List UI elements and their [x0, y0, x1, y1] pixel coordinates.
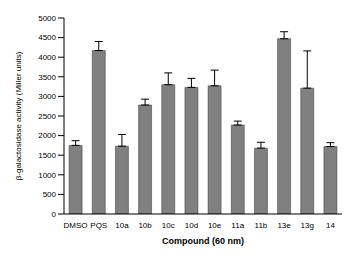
svg-text:11a: 11a — [231, 221, 244, 230]
svg-text:Compound (60 nm): Compound (60 nm) — [162, 236, 244, 246]
svg-text:1000: 1000 — [38, 171, 56, 180]
svg-text:3500: 3500 — [38, 73, 56, 82]
svg-text:14: 14 — [326, 221, 335, 230]
svg-text:2000: 2000 — [38, 131, 56, 140]
svg-text:0: 0 — [52, 210, 57, 219]
svg-text:4000: 4000 — [38, 53, 56, 62]
svg-text:3000: 3000 — [38, 92, 56, 101]
svg-text:1500: 1500 — [38, 151, 56, 160]
svg-text:13g: 13g — [301, 221, 314, 230]
svg-text:β-galactosidase activity (Mill: β-galactosidase activity (Miller units) — [14, 51, 23, 180]
svg-text:11b: 11b — [255, 221, 268, 230]
svg-text:4500: 4500 — [38, 33, 56, 42]
svg-text:2500: 2500 — [38, 112, 56, 121]
svg-text:PQS: PQS — [90, 221, 107, 230]
svg-text:10e: 10e — [208, 221, 222, 230]
svg-text:10d: 10d — [185, 221, 198, 230]
svg-text:10b: 10b — [138, 221, 152, 230]
svg-text:5000: 5000 — [38, 14, 56, 23]
svg-text:10c: 10c — [162, 221, 175, 230]
svg-text:500: 500 — [43, 190, 57, 199]
svg-text:10a: 10a — [115, 221, 129, 230]
svg-text:13e: 13e — [277, 221, 291, 230]
svg-text:DMSO: DMSO — [64, 221, 88, 230]
